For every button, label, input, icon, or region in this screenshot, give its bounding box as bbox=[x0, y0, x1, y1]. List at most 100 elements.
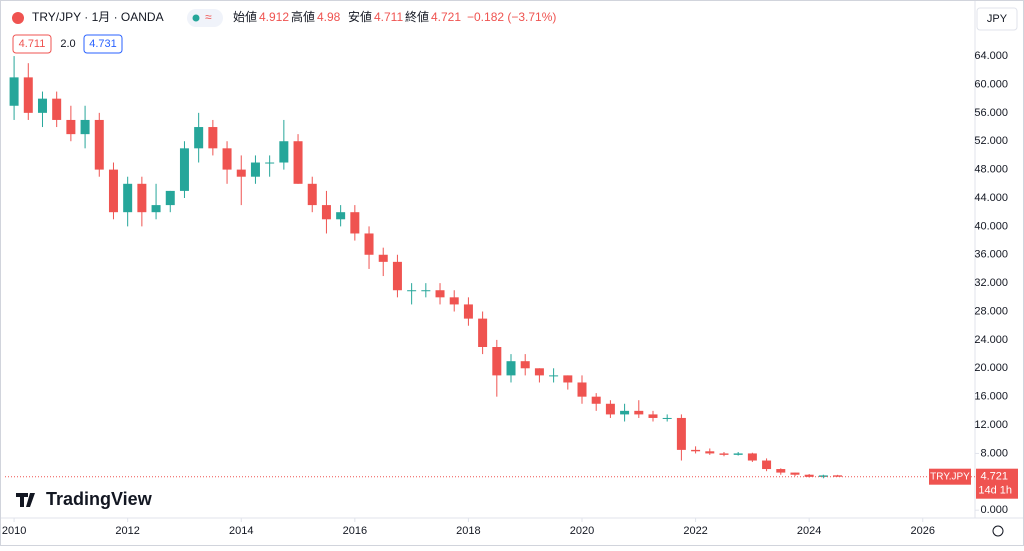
symbol: TRY/JPY · 1月 · OANDA bbox=[32, 10, 164, 24]
y-tick-label: 56.000 bbox=[974, 107, 1008, 119]
y-tick-label: 20.000 bbox=[974, 362, 1008, 374]
logo-icon bbox=[16, 493, 35, 507]
candle-body bbox=[463, 304, 473, 319]
y-tick-label: 28.000 bbox=[974, 305, 1008, 317]
y-tick-label: 48.000 bbox=[974, 164, 1008, 176]
low-value: 4.711 bbox=[374, 10, 403, 24]
candle-body bbox=[804, 474, 814, 477]
bid-value: 4.711 bbox=[19, 38, 46, 50]
candle-body bbox=[620, 410, 630, 415]
y-tick-label: 24.000 bbox=[974, 334, 1008, 346]
y-tick-label: 12.000 bbox=[974, 419, 1008, 431]
y-tick-label: 52.000 bbox=[974, 135, 1008, 147]
candle-body bbox=[662, 417, 672, 419]
candle-body bbox=[179, 148, 189, 191]
y-tick-label: 16.000 bbox=[974, 391, 1008, 403]
ask-box[interactable] bbox=[83, 34, 123, 54]
symbol-icon bbox=[12, 12, 24, 24]
candle-body bbox=[265, 162, 275, 164]
candle-body bbox=[605, 403, 615, 415]
ask-value: 4.731 bbox=[89, 38, 117, 50]
candle-body bbox=[66, 119, 76, 135]
logo: TradingView bbox=[46, 489, 153, 509]
price-value: 4.721 bbox=[980, 471, 1008, 483]
x-tick-label: 2010 bbox=[2, 525, 26, 537]
x-tick-label: 2026 bbox=[911, 525, 935, 537]
currency: JPY bbox=[987, 13, 1008, 25]
candle-body bbox=[520, 361, 530, 369]
candle-body bbox=[534, 368, 544, 376]
candle-body bbox=[733, 453, 743, 455]
x-tick-label: 2012 bbox=[115, 525, 139, 537]
candle-body bbox=[37, 98, 47, 113]
candle-body bbox=[833, 475, 843, 477]
candle-body bbox=[392, 261, 402, 291]
candle-body bbox=[23, 77, 33, 113]
x-tick-label: 2018 bbox=[456, 525, 480, 537]
high-label: 高値 bbox=[291, 9, 315, 24]
candle-body bbox=[307, 183, 317, 206]
candle-body bbox=[108, 169, 118, 213]
candle-body bbox=[52, 98, 62, 120]
candle-body bbox=[705, 451, 715, 454]
spread-value: 2.0 bbox=[60, 38, 75, 50]
candle-body bbox=[634, 410, 644, 415]
candle-body bbox=[478, 318, 488, 347]
close-value: 4.721 bbox=[431, 10, 461, 24]
candle-body bbox=[350, 212, 360, 234]
y-tick-label: 64.000 bbox=[974, 50, 1008, 62]
candle-body bbox=[691, 449, 701, 452]
candle-body bbox=[719, 453, 729, 455]
candle-body bbox=[222, 148, 232, 170]
candle-body bbox=[648, 414, 658, 418]
candle-body bbox=[94, 119, 104, 170]
candle-body bbox=[137, 183, 147, 213]
candle-body bbox=[336, 212, 346, 220]
candle-body bbox=[818, 475, 828, 477]
candle-body bbox=[421, 290, 431, 292]
bid-box[interactable] bbox=[12, 34, 52, 54]
price-name-box bbox=[929, 468, 971, 485]
status-pill[interactable] bbox=[187, 9, 223, 27]
y-tick-label: 60.000 bbox=[974, 78, 1008, 90]
candle-body bbox=[762, 460, 772, 470]
candle-body bbox=[80, 119, 90, 135]
y-tick-label: 32.000 bbox=[974, 277, 1008, 289]
candle-body bbox=[293, 141, 303, 184]
status-icon: ≈ bbox=[205, 10, 212, 24]
candle-body bbox=[364, 233, 374, 255]
candle-body bbox=[279, 141, 289, 163]
candle-body bbox=[123, 183, 133, 213]
candle-body bbox=[236, 169, 246, 177]
candle-body bbox=[9, 77, 19, 106]
currency-button[interactable] bbox=[976, 7, 1018, 31]
y-tick-label: 40.000 bbox=[974, 220, 1008, 232]
candle-body bbox=[165, 190, 175, 206]
close-label: 終値 bbox=[405, 9, 429, 24]
candle-body bbox=[250, 162, 260, 177]
candle-body bbox=[321, 205, 331, 220]
x-tick-label: 2014 bbox=[229, 525, 253, 537]
candle-body bbox=[549, 375, 559, 377]
price-name: TRY.JPY bbox=[930, 471, 970, 482]
y-tick-label: 8.000 bbox=[980, 447, 1008, 459]
candle-body bbox=[492, 347, 502, 376]
candle-body bbox=[676, 417, 686, 450]
candle-body bbox=[407, 290, 417, 292]
x-tick-label: 2020 bbox=[570, 525, 594, 537]
settings-icon[interactable] bbox=[992, 525, 1004, 537]
candle-body bbox=[506, 361, 516, 376]
countdown: 14d 1h bbox=[978, 485, 1012, 497]
candle-body bbox=[208, 127, 218, 149]
candle-body bbox=[747, 453, 757, 461]
high-value: 4.98 bbox=[317, 10, 341, 24]
candle-body bbox=[790, 472, 800, 475]
status-dot bbox=[192, 14, 200, 22]
candle-body bbox=[776, 469, 786, 473]
candle-body bbox=[563, 375, 573, 383]
candle-body bbox=[151, 205, 161, 213]
candle-body bbox=[435, 290, 445, 298]
x-tick-label: 2016 bbox=[343, 525, 367, 537]
